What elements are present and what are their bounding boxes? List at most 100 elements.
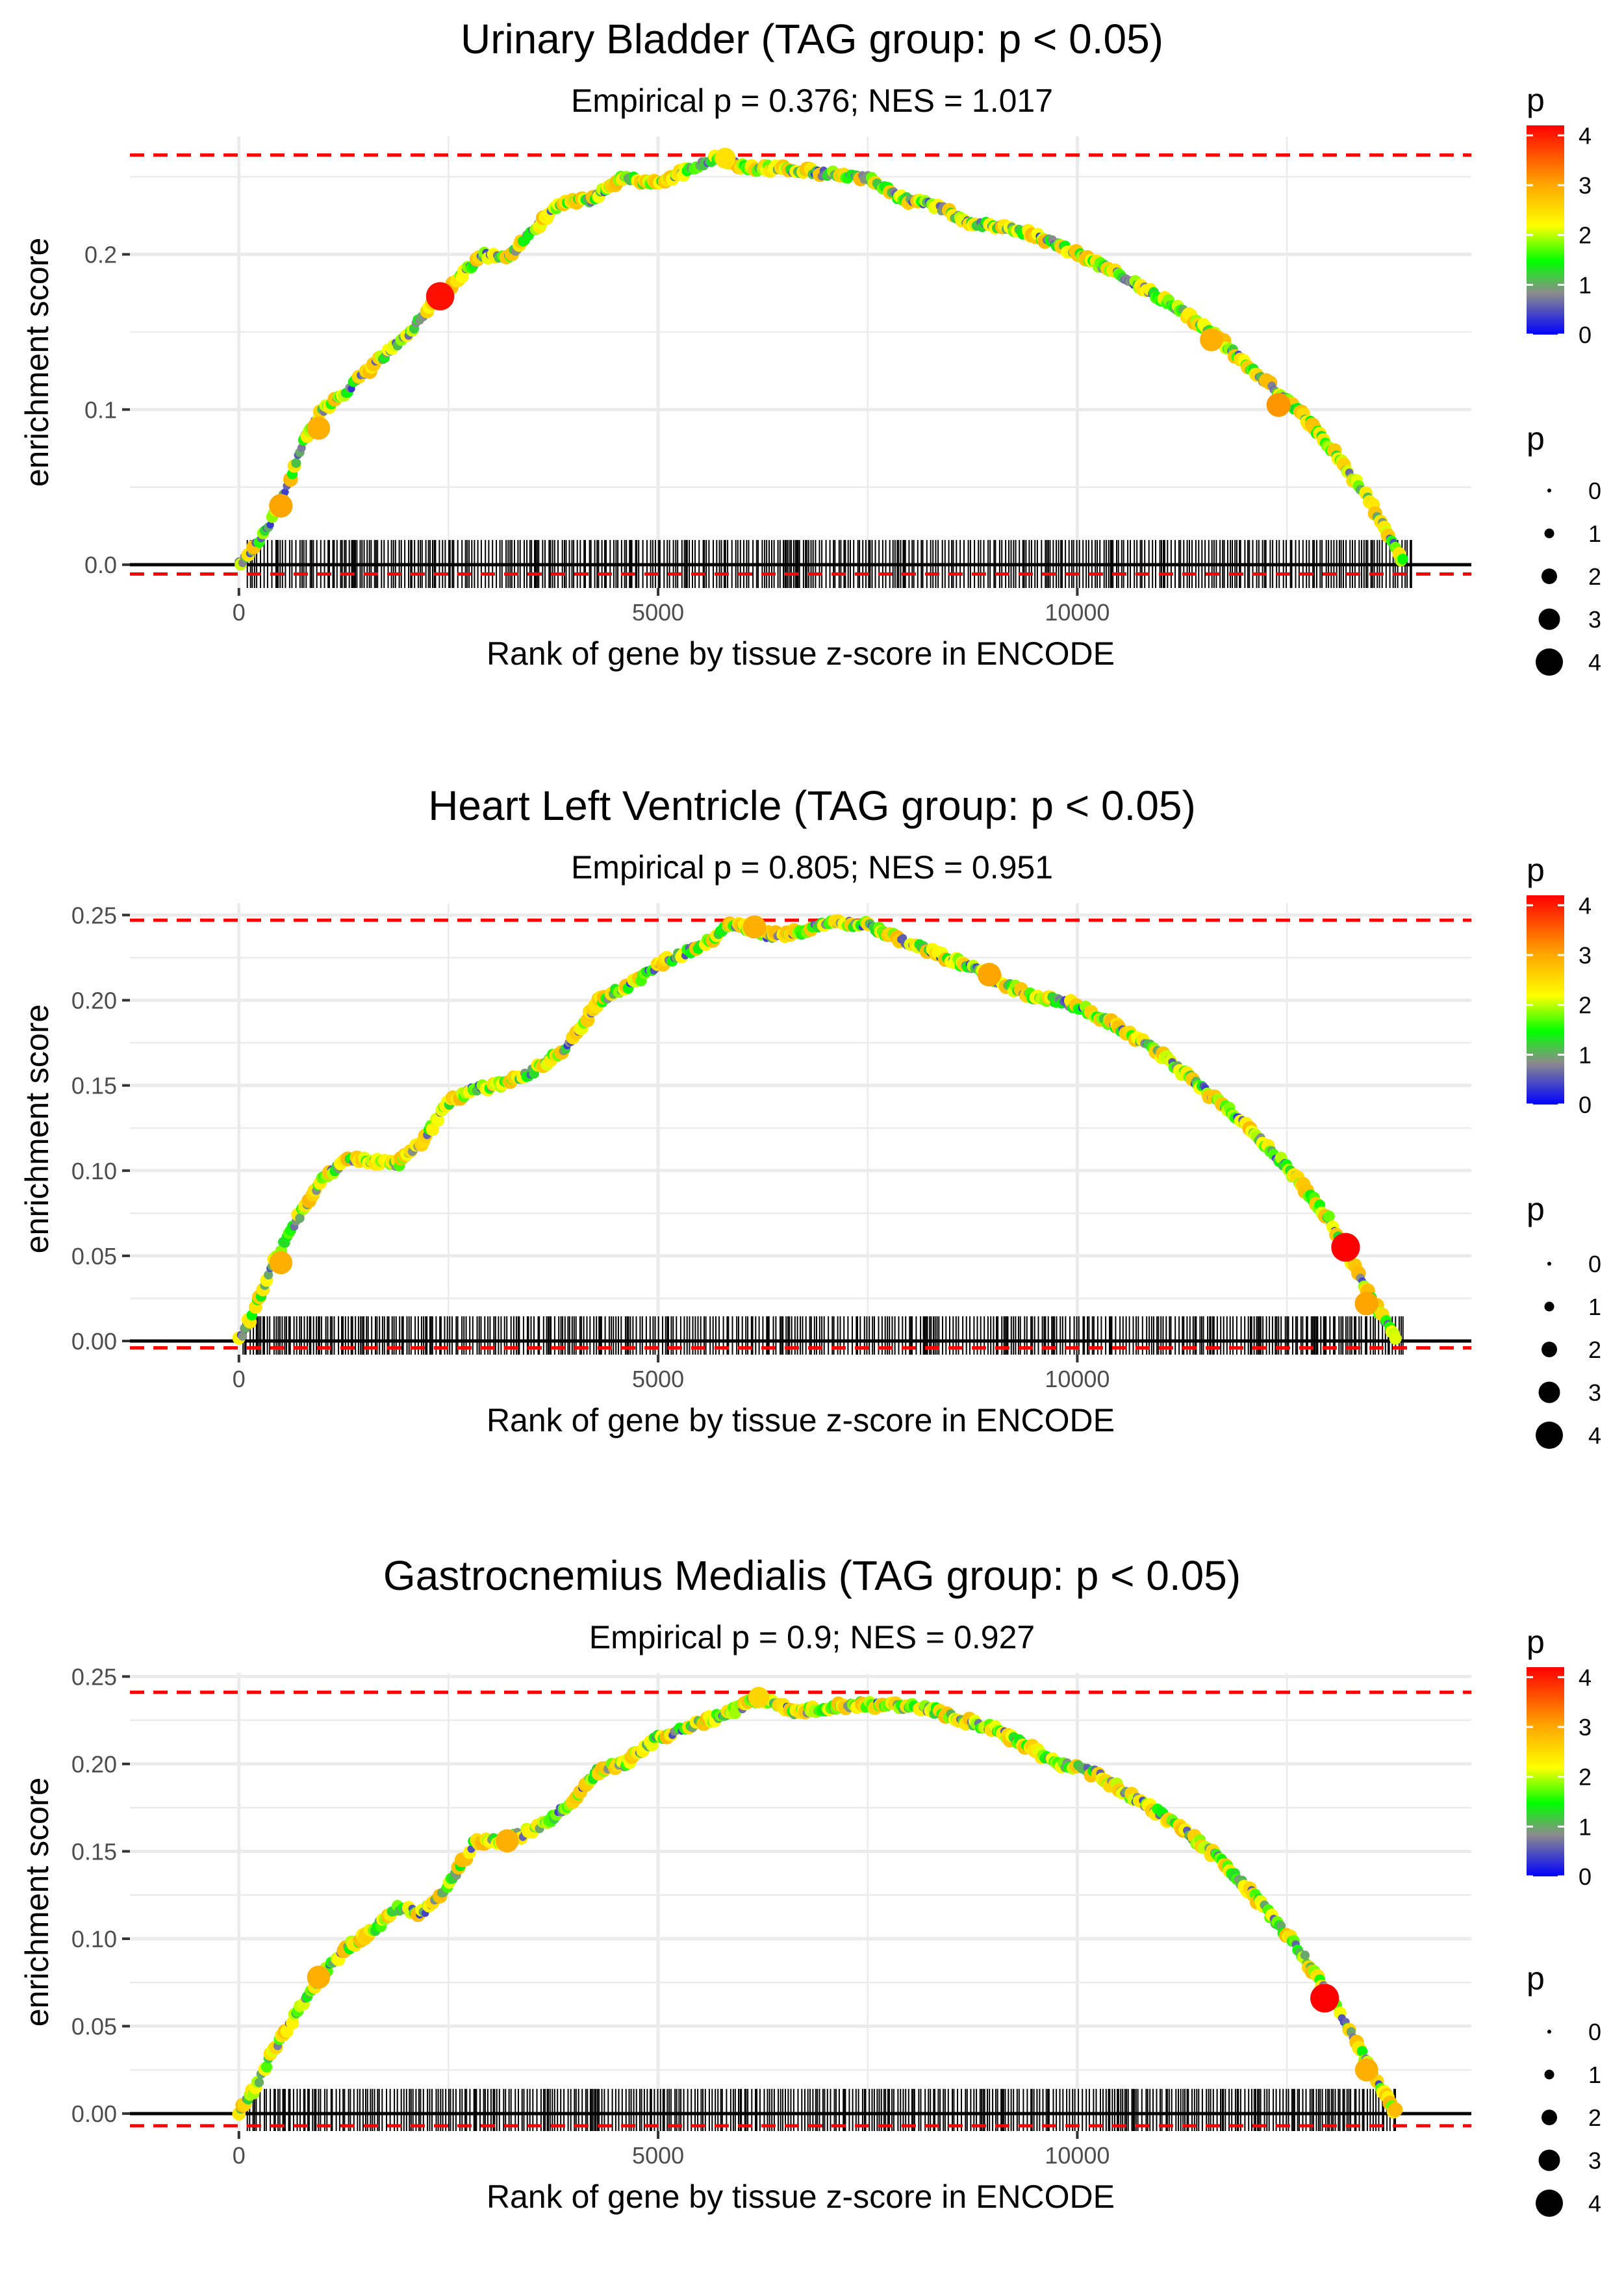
y-tick-label: 0.00 — [71, 1328, 117, 1355]
chart-subtitle: Empirical p = 0.376; NES = 1.017 — [571, 83, 1053, 119]
size-legend-label: 1 — [1588, 520, 1601, 547]
es-point — [260, 2061, 273, 2073]
color-bar-label: 4 — [1579, 1664, 1592, 1691]
size-legend: p 0 1 2 3 4 — [1527, 1191, 1601, 1449]
size-legend-label: 0 — [1588, 1251, 1601, 1277]
es-highlight-point — [307, 1965, 331, 1989]
es-point — [238, 1331, 247, 1341]
es-point — [254, 2078, 264, 2088]
color-legend-title: p — [1527, 1624, 1545, 1660]
chart-title: Heart Left Ventricle (TAG group: p < 0.0… — [428, 782, 1196, 829]
y-tick-label: 0.15 — [71, 1838, 117, 1865]
es-point — [431, 1114, 445, 1127]
es-curve — [232, 1687, 1403, 2121]
es-point — [1388, 2102, 1403, 2117]
es-highlight-point — [742, 915, 767, 939]
color-bar-label: 2 — [1579, 1764, 1592, 1791]
chart-subtitle: Empirical p = 0.9; NES = 0.927 — [589, 1619, 1035, 1655]
size-legend-label: 1 — [1588, 1294, 1601, 1320]
color-bar-label: 1 — [1579, 1041, 1592, 1068]
x-axis-label: Rank of gene by tissue z-score in ENCODE — [487, 2178, 1115, 2215]
y-tick-label: 0.20 — [71, 987, 117, 1014]
color-bar-label: 3 — [1579, 942, 1592, 969]
size-legend-dot — [1538, 1381, 1560, 1403]
x-tick-label: 0 — [233, 2142, 246, 2169]
y-tick-label: 0.25 — [71, 1663, 117, 1690]
chart-panel-2: Heart Left Ventricle (TAG group: p < 0.0… — [19, 782, 1601, 1449]
data-layer — [130, 147, 1471, 588]
color-legend-title: p — [1527, 852, 1545, 888]
size-legend-dot — [1544, 528, 1554, 539]
es-highlight-point — [1310, 1984, 1339, 2013]
size-legend-title: p — [1527, 1191, 1545, 1227]
x-tick-label: 10000 — [1045, 2142, 1110, 2169]
es-highlight-point — [495, 1829, 519, 1853]
chart-panel-1: Urinary Bladder (TAG group: p < 0.05) Emp… — [19, 16, 1601, 676]
size-legend-dot — [1536, 2190, 1563, 2217]
y-tick-label: 0.15 — [71, 1073, 117, 1099]
data-layer — [130, 1687, 1471, 2131]
data-layer — [130, 914, 1471, 1355]
color-bar — [1527, 1667, 1564, 1876]
size-legend-dot — [1536, 1422, 1563, 1449]
es-point — [1389, 1332, 1402, 1345]
es-point — [266, 521, 274, 529]
size-legend-dot — [1542, 2110, 1557, 2125]
size-legend-label: 2 — [1588, 1336, 1601, 1363]
size-legend-label: 4 — [1588, 2190, 1601, 2217]
color-bar-label: 1 — [1579, 272, 1592, 298]
size-legend-label: 4 — [1588, 649, 1601, 676]
es-highlight-point — [1354, 1292, 1378, 1316]
size-legend-label: 3 — [1588, 1379, 1601, 1406]
size-legend-label: 4 — [1588, 1422, 1601, 1449]
x-axis-label: Rank of gene by tissue z-score in ENCODE — [487, 1402, 1115, 1438]
y-tick-label: 0.10 — [71, 1926, 117, 1952]
y-tick-label: 0.1 — [84, 396, 117, 423]
es-highlight-point — [269, 1251, 293, 1275]
chart-title: Urinary Bladder (TAG group: p < 0.05) — [461, 16, 1163, 62]
color-bar — [1527, 125, 1564, 335]
chart-title: Gastrocnemius Medialis (TAG group: p < 0… — [383, 1552, 1241, 1599]
color-bar-label: 3 — [1579, 1714, 1592, 1741]
y-tick-label: 0.10 — [71, 1158, 117, 1184]
y-axis-label: enrichment score — [19, 1778, 55, 2027]
size-legend-dot — [1542, 1342, 1557, 1357]
size-legend-label: 0 — [1588, 478, 1601, 504]
size-legend-title: p — [1527, 1960, 1545, 1997]
color-bar-label: 2 — [1579, 222, 1592, 249]
color-legend: p 0 1 2 3 4 — [1527, 82, 1592, 348]
es-highlight-point — [748, 1687, 770, 1709]
es-point — [281, 488, 289, 496]
color-bar-label: 3 — [1579, 172, 1592, 199]
size-legend: p 0 1 2 3 4 — [1527, 1960, 1601, 2217]
y-tick-label: 0.00 — [71, 2101, 117, 2127]
es-point — [1356, 2046, 1368, 2057]
size-legend-dot — [1538, 608, 1560, 630]
y-axis-label: enrichment score — [19, 1004, 55, 1254]
es-highlight-point — [715, 147, 736, 169]
x-tick-label: 5000 — [632, 2142, 684, 2169]
es-point — [1300, 1950, 1310, 1960]
x-tick-label: 0 — [233, 599, 246, 626]
es-highlight-point — [269, 494, 293, 518]
es-point — [1397, 554, 1408, 565]
x-tick-label: 5000 — [632, 599, 684, 626]
es-point — [1323, 1210, 1335, 1222]
y-tick-label: 0.0 — [84, 552, 117, 578]
size-legend-label: 0 — [1588, 2019, 1601, 2045]
es-highlight-point — [307, 416, 331, 440]
es-highlight-point — [425, 282, 455, 311]
size-legend-label: 3 — [1588, 606, 1601, 633]
color-bar — [1527, 895, 1564, 1105]
es-curve — [235, 147, 1408, 571]
y-tick-label: 0.05 — [71, 1243, 117, 1270]
color-bar-label: 4 — [1579, 892, 1592, 919]
color-bar-label: 1 — [1579, 1813, 1592, 1840]
color-bar-label: 0 — [1579, 1092, 1592, 1118]
size-legend: p 0 1 2 3 4 — [1527, 420, 1601, 676]
es-highlight-point — [1354, 2058, 1378, 2082]
color-bar-label: 0 — [1579, 322, 1592, 348]
color-bar-label: 4 — [1579, 122, 1592, 149]
